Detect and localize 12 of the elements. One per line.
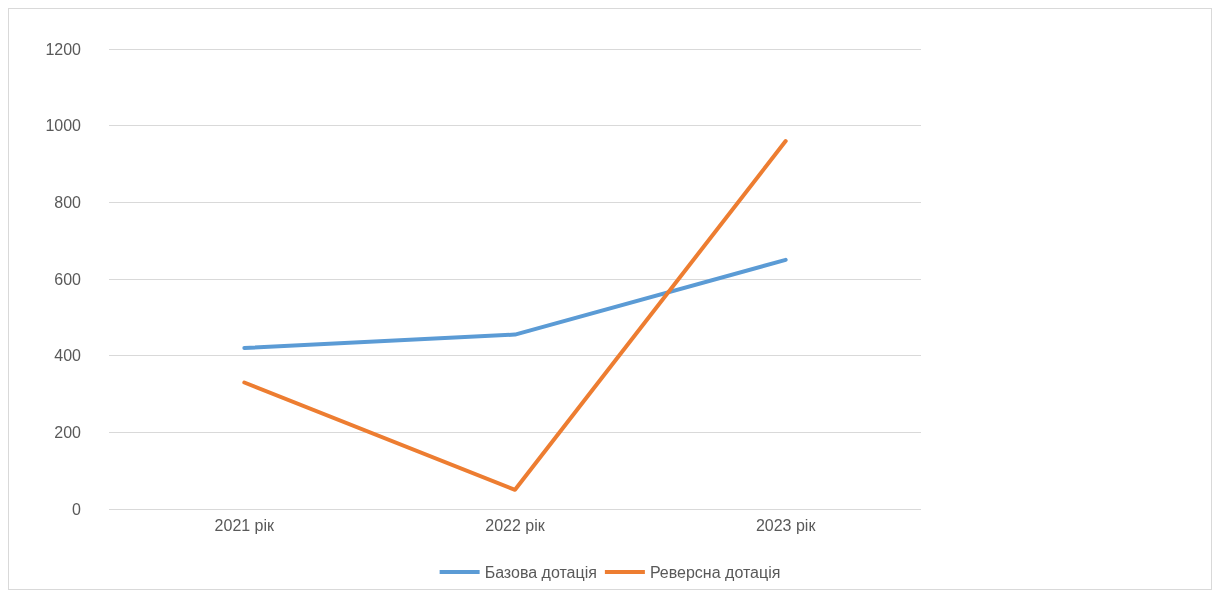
y-tick-label: 200: [54, 423, 82, 441]
y-tick-label: 600: [54, 270, 82, 288]
y-tick-label: 1000: [45, 117, 82, 135]
x-tick-label: 2022 рік: [485, 516, 546, 534]
y-tick-label: 1200: [45, 40, 82, 58]
x-tick-label: 2021 рік: [214, 516, 276, 534]
y-tick-label: 0: [72, 500, 82, 518]
x-tick-label: 2023 рік: [755, 516, 817, 534]
y-tick-label: 800: [54, 193, 82, 211]
legend-label: Базова дотація: [484, 563, 597, 581]
legend-label: Реверсна дотація: [649, 563, 781, 581]
y-tick-label: 400: [54, 347, 82, 365]
